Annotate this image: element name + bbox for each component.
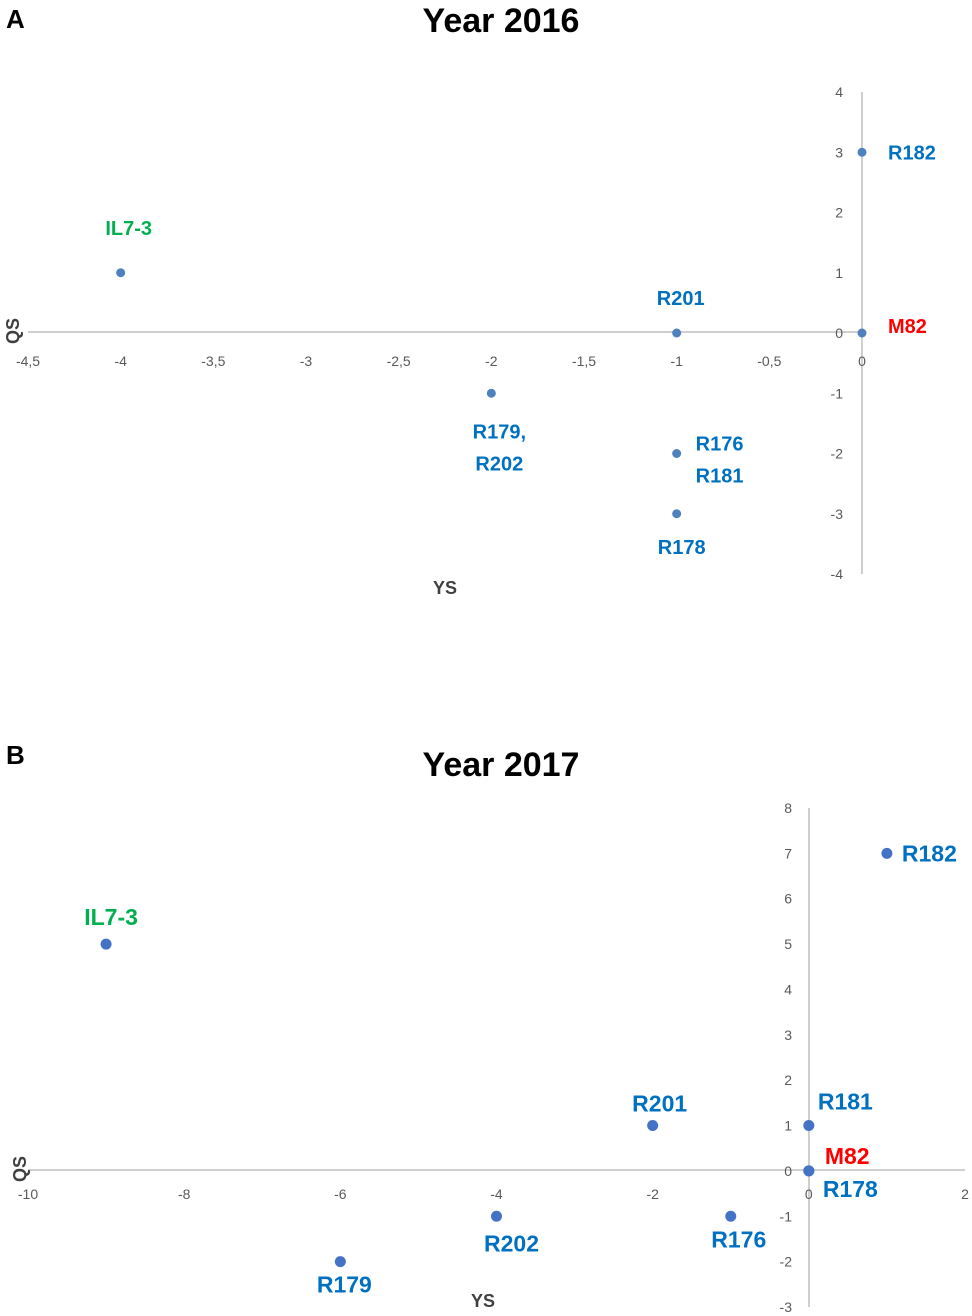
point-label-a-5-line0: R176 xyxy=(696,434,744,456)
x-tick-label-a-9: 0 xyxy=(858,353,866,369)
x-tick-label-b-1: -8 xyxy=(178,1186,191,1202)
x-axis-title-a: YS xyxy=(433,578,457,598)
panel-b: B Year 2017 -10 -8 -6 -4 -2 0 2 876543210-1-2-… xyxy=(6,740,969,1315)
panel-letter-a: A xyxy=(6,4,25,34)
x-tick-label-a-5: -2 xyxy=(485,353,498,369)
y-tick-label-a-5: -1 xyxy=(831,385,844,401)
panel-letter-b: B xyxy=(6,740,25,770)
y-tick-label-a-1: 3 xyxy=(835,144,843,160)
data-point-a-4 xyxy=(486,388,496,398)
y-tick-label-b-9: -1 xyxy=(780,1208,793,1224)
y-tick-labels-b: 8 7 6 5 4 3 2 1 0 -1 -2 -3 xyxy=(780,800,793,1315)
y-tick-label-a-4: 0 xyxy=(835,325,843,341)
y-tick-label-b-6: 2 xyxy=(784,1072,792,1088)
point-label-b-6: R202 xyxy=(484,1230,539,1256)
y-tick-label-a-6: -2 xyxy=(831,446,844,462)
y-tick-label-b-1: 7 xyxy=(784,845,792,861)
x-tick-label-a-3: -3 xyxy=(300,353,313,369)
data-point-a-5 xyxy=(672,449,682,458)
point-label-a-2: R201 xyxy=(657,288,705,310)
x-tick-label-a-0: -4,5 xyxy=(16,353,40,369)
data-point-a-1 xyxy=(857,147,867,157)
data-point-b-8 xyxy=(334,1256,346,1268)
x-tick-label-a-6: -1,5 xyxy=(572,353,596,369)
x-tick-label-b-2: -6 xyxy=(334,1186,347,1202)
point-label-b-7: R176 xyxy=(711,1226,766,1252)
point-label-a-4-line0: R179, xyxy=(473,421,526,443)
x-tick-label-a-4: -2,5 xyxy=(387,353,411,369)
point-label-a-6: R178 xyxy=(658,537,706,559)
chart-title-a: Year 2016 xyxy=(423,2,580,40)
point-label-b-8: R179 xyxy=(317,1272,372,1298)
x-tick-label-a-7: -1 xyxy=(670,353,683,369)
point-label-a-5-line1: R181 xyxy=(696,466,744,488)
x-tick-labels-a: -4,5 -4 -3,5 -3 -2,5 -2 -1,5 -1 -0,5 0 xyxy=(16,353,866,369)
data-point-a-2 xyxy=(672,328,682,338)
point-label-b-5: R178 xyxy=(823,1176,878,1202)
x-axis-title-b: YS xyxy=(471,1291,495,1311)
chart-title-b: Year 2017 xyxy=(423,746,580,784)
x-tick-label-b-6: 2 xyxy=(961,1186,969,1202)
data-point-b-0 xyxy=(100,938,112,950)
y-tick-label-b-11: -3 xyxy=(780,1299,793,1315)
y-tick-label-b-10: -2 xyxy=(780,1254,793,1270)
data-point-a-0 xyxy=(116,268,126,278)
data-point-a-6 xyxy=(672,509,682,519)
point-labels-a: IL7-3 R182 R201 M82 R179, R202 R176 R181 R178 xyxy=(105,142,935,559)
y-tick-label-b-5: 3 xyxy=(784,1027,792,1043)
x-tick-label-b-0: -10 xyxy=(18,1186,38,1202)
point-labels-b: IL7-3 R182 R201 R181 M82 R178 R202 R176 R179 xyxy=(84,840,957,1297)
data-point-a-3 xyxy=(857,328,867,338)
x-tick-label-a-2: -3,5 xyxy=(201,353,225,369)
data-points-a xyxy=(116,147,867,519)
data-point-b-5 xyxy=(803,1165,815,1177)
y-tick-label-a-8: -4 xyxy=(831,566,844,582)
point-label-a-3: M82 xyxy=(888,316,927,338)
y-tick-label-a-2: 2 xyxy=(835,205,843,221)
y-tick-label-b-8: 0 xyxy=(784,1163,792,1179)
point-label-b-2: R201 xyxy=(632,1091,687,1117)
point-label-a-0: IL7-3 xyxy=(105,218,152,240)
y-tick-label-b-3: 5 xyxy=(784,936,792,952)
point-label-a-4-line1: R202 xyxy=(475,453,523,475)
data-point-b-2 xyxy=(647,1120,659,1132)
y-tick-labels-a: 4 3 2 1 0 -1 -2 -3 -4 xyxy=(831,84,844,582)
x-tick-label-a-1: -4 xyxy=(114,353,127,369)
data-point-b-1 xyxy=(881,847,893,859)
y-tick-label-a-3: 1 xyxy=(835,265,843,281)
point-label-a-1: R182 xyxy=(888,142,936,164)
y-tick-label-a-0: 4 xyxy=(835,84,843,100)
y-axis-title-b: QS xyxy=(10,1156,30,1182)
point-label-b-4: M82 xyxy=(825,1143,870,1169)
point-label-b-3: R181 xyxy=(818,1089,873,1115)
x-tick-label-a-8: -0,5 xyxy=(757,353,781,369)
point-label-b-1: R182 xyxy=(902,840,957,866)
data-point-b-3 xyxy=(803,1120,815,1132)
y-tick-label-b-4: 4 xyxy=(784,981,792,997)
y-tick-label-b-0: 8 xyxy=(784,800,792,816)
panel-a: A Year 2016 -4,5 -4 -3,5 -3 -2,5 -2 -1,5 -1 -0,5… xyxy=(3,2,936,598)
x-tick-labels-b: -10 -8 -6 -4 -2 0 2 xyxy=(18,1186,969,1202)
x-tick-label-b-4: -2 xyxy=(646,1186,659,1202)
point-label-b-0: IL7-3 xyxy=(84,904,138,930)
y-axis-title-a: QS xyxy=(3,318,23,344)
y-tick-label-b-7: 1 xyxy=(784,1118,792,1134)
data-point-b-7 xyxy=(725,1210,737,1222)
x-tick-label-b-5: 0 xyxy=(805,1186,813,1202)
y-tick-label-a-7: -3 xyxy=(831,506,844,522)
x-tick-label-b-3: -4 xyxy=(490,1186,503,1202)
data-point-b-6 xyxy=(491,1210,502,1222)
data-points-b xyxy=(100,847,893,1268)
y-tick-label-b-2: 6 xyxy=(784,891,792,907)
